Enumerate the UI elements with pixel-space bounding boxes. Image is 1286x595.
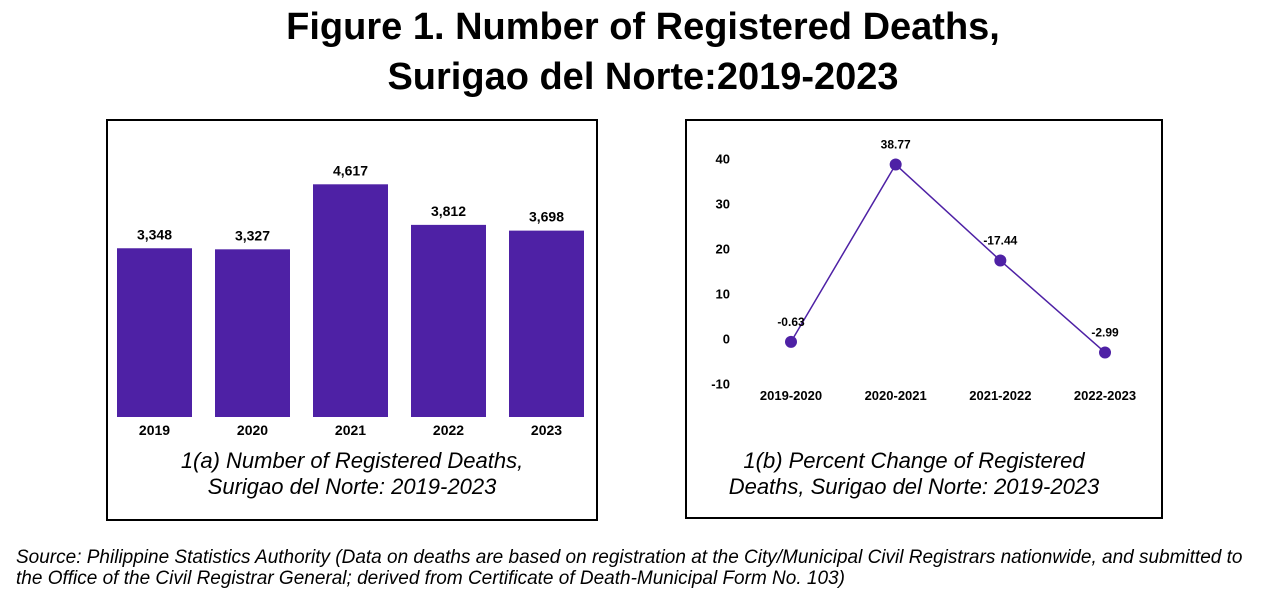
data-label: -0.63 xyxy=(777,315,805,329)
y-axis-tick-label: 40 xyxy=(716,152,730,167)
bar-value-label: 3,698 xyxy=(529,209,564,225)
data-point xyxy=(785,335,797,348)
bar-chart-panel: 3,348 2019 3,327 2020 4,617 2021 3,812 2022 3,69… xyxy=(106,119,598,521)
x-axis-tick-label: 2022-2023 xyxy=(1074,388,1136,403)
bar xyxy=(411,224,486,417)
y-axis-tick-label: 10 xyxy=(716,287,730,302)
line-chart: 40 30 20 10 0 -10 -0.63 2019-2020 38.77 2020-2021… xyxy=(711,138,1136,403)
bar-chart: 3,348 2019 3,327 2020 4,617 2021 3,812 2022 3,69… xyxy=(117,162,584,438)
bar xyxy=(509,230,584,417)
data-point xyxy=(889,158,902,171)
x-axis-tick-label: 2020 xyxy=(237,422,268,438)
line-chart-caption-line-2: Deaths, Surigao del Norte: 2019-2023 xyxy=(728,474,1100,499)
y-axis-tick-label: 30 xyxy=(716,197,730,212)
bar-chart-caption: 1(a) Number of Registered Deaths, Suriga… xyxy=(108,448,596,500)
source-note-line-2: the Office of the Civil Registrar Genera… xyxy=(16,568,845,589)
bar-value-label: 3,348 xyxy=(137,226,172,242)
line-chart-caption: 1(b) Percent Change of Registered Deaths… xyxy=(687,448,1141,500)
data-point xyxy=(994,254,1007,267)
source-note: Source: Philippine Statistics Authority … xyxy=(16,547,1242,589)
series-line xyxy=(790,163,1106,354)
x-axis-tick-label: 2019-2020 xyxy=(760,388,822,403)
x-axis-tick-label: 2022 xyxy=(433,422,464,438)
x-axis-tick-label: 2020-2021 xyxy=(865,388,927,403)
line-chart-panel: 40 30 20 10 0 -10 -0.63 2019-2020 38.77 2020-2021… xyxy=(685,119,1163,519)
figure-title: Figure 1. Number of Registered Deaths, S… xyxy=(0,2,1286,102)
line-chart-caption-line-1: 1(b) Percent Change of Registered xyxy=(743,448,1085,473)
data-label: 38.77 xyxy=(881,138,911,152)
bar xyxy=(313,184,388,417)
data-label: -17.44 xyxy=(983,234,1017,248)
x-axis-tick-label: 2019 xyxy=(139,422,170,438)
bar xyxy=(117,248,192,417)
figure-title-line-2: Surigao del Norte:2019-2023 xyxy=(387,56,899,98)
data-point xyxy=(1099,346,1112,359)
figure-title-line-1: Figure 1. Number of Registered Deaths, xyxy=(286,6,1000,48)
bar-value-label: 3,812 xyxy=(431,203,466,219)
x-axis-tick-label: 2023 xyxy=(531,422,562,438)
y-axis-tick-label: 0 xyxy=(723,332,730,347)
y-axis-tick-label: -10 xyxy=(711,377,730,392)
bar-chart-caption-line-2: Surigao del Norte: 2019-2023 xyxy=(207,474,497,499)
y-axis-tick-label: 20 xyxy=(716,242,730,257)
x-axis-tick-label: 2021 xyxy=(335,422,366,438)
bar xyxy=(215,249,290,417)
x-axis-tick-label: 2021-2022 xyxy=(969,388,1031,403)
bar-value-label: 3,327 xyxy=(235,227,270,243)
source-note-line-1: Source: Philippine Statistics Authority … xyxy=(16,547,1243,568)
data-label: -2.99 xyxy=(1091,325,1119,339)
bar-value-label: 4,617 xyxy=(333,162,368,178)
bar-chart-caption-line-1: 1(a) Number of Registered Deaths, xyxy=(180,448,524,473)
